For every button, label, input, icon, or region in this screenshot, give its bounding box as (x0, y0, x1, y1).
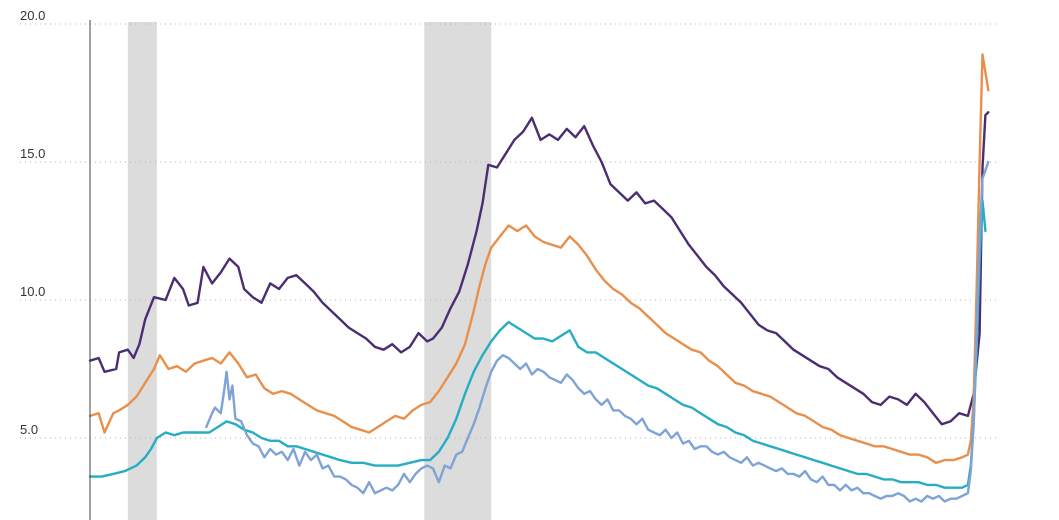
y-tick-labels: 20.0 15.0 10.0 5.0 (20, 8, 45, 437)
gridlines (20, 23, 997, 439)
series-lines (88, 53, 990, 503)
recession-band-1 (127, 22, 157, 520)
series-line-2 (88, 53, 990, 464)
y-tick-label: 5.0 (20, 422, 38, 437)
series-line-1 (88, 111, 990, 426)
recession-shading (127, 22, 492, 520)
y-tick-label: 20.0 (20, 8, 45, 23)
series-line-3 (88, 199, 987, 489)
y-tick-label: 15.0 (20, 146, 45, 161)
y-tick-label: 10.0 (20, 284, 45, 299)
recession-band-2 (424, 22, 492, 520)
series-line-4 (205, 160, 990, 503)
